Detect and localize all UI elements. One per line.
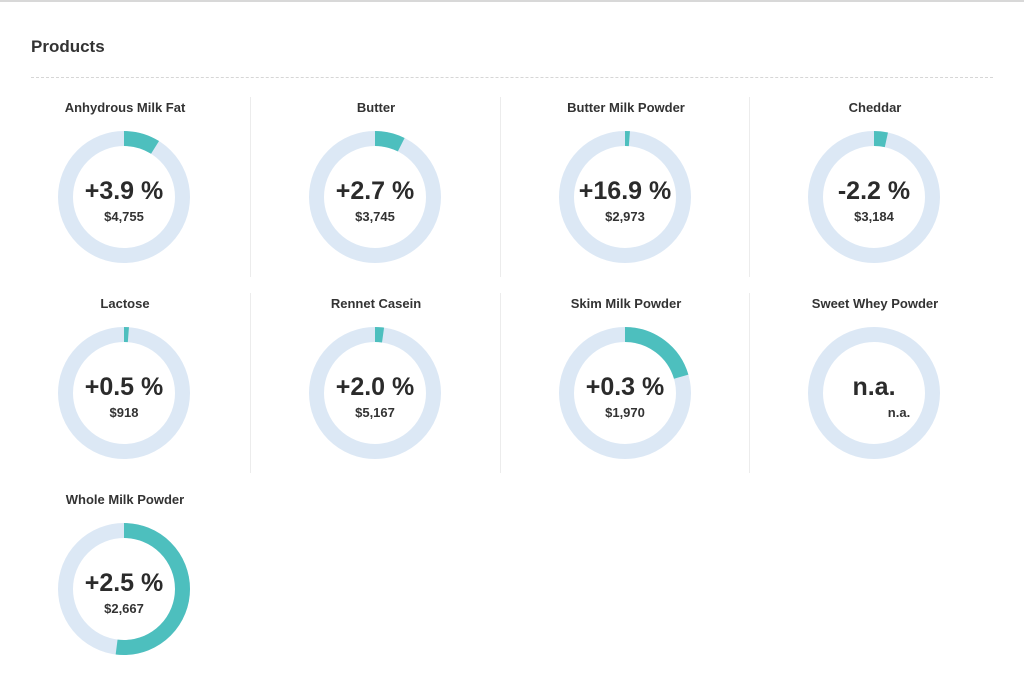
- product-price: $2,973: [605, 209, 645, 224]
- section-title: Products: [31, 37, 105, 56]
- product-donut-chart: +16.9 % $2,973: [559, 131, 691, 263]
- price-change-percent: n.a.: [852, 373, 896, 401]
- product-price: $3,745: [355, 209, 395, 224]
- product-card-whole-milk-powder[interactable]: Whole Milk Powder +2.5 % $2,667: [0, 489, 250, 669]
- top-border: [0, 0, 1024, 2]
- product-price: $4,755: [104, 209, 144, 224]
- product-donut-chart: +2.0 % $5,167: [309, 327, 441, 459]
- product-name: Lactose: [100, 296, 150, 311]
- price-change-percent: +2.0 %: [335, 373, 415, 401]
- section-divider: [31, 77, 993, 78]
- donut-svg: [559, 131, 691, 263]
- product-name: Rennet Casein: [330, 296, 422, 311]
- product-card-butter[interactable]: Butter +2.7 % $3,745: [250, 97, 501, 277]
- price-change-percent: +2.5 %: [84, 569, 164, 597]
- product-donut-chart: +0.5 % $918: [58, 327, 190, 459]
- product-card-anhydrous-milk-fat[interactable]: Anhydrous Milk Fat +3.9 % $4,755: [0, 97, 250, 277]
- product-name: Butter Milk Powder: [567, 100, 685, 115]
- price-change-percent: +3.9 %: [84, 177, 164, 205]
- product-donut-chart: +3.9 % $4,755: [58, 131, 190, 263]
- price-change-percent: -2.2 %: [837, 177, 911, 205]
- product-card-lactose[interactable]: Lactose +0.5 % $918: [0, 293, 250, 473]
- donut-svg: [309, 327, 441, 459]
- donut-fill-arc: [559, 327, 691, 459]
- product-name: Sweet Whey Powder: [811, 296, 939, 311]
- price-change-percent: +16.9 %: [578, 177, 672, 205]
- product-price: n.a.: [887, 405, 911, 420]
- product-name: Cheddar: [848, 100, 902, 115]
- donut-track: [808, 327, 940, 459]
- price-change-percent: +2.7 %: [335, 177, 415, 205]
- donut-fill-arc: [559, 131, 691, 263]
- donut-svg: [58, 131, 190, 263]
- donut-svg: [808, 131, 940, 263]
- product-name: Anhydrous Milk Fat: [64, 100, 186, 115]
- product-donut-chart: +2.5 % $2,667: [58, 523, 190, 655]
- product-card-butter-milk-powder[interactable]: Butter Milk Powder +16.9 % $2,973: [500, 97, 751, 277]
- donut-fill-arc: [58, 131, 190, 263]
- product-price: $3,184: [854, 209, 894, 224]
- donut-fill-arc: [309, 131, 441, 263]
- donut-fill-arc: [58, 327, 190, 459]
- product-card-sweet-whey-powder[interactable]: Sweet Whey Powder n.a. n.a.: [749, 293, 1000, 473]
- price-change-percent: +0.5 %: [84, 373, 164, 401]
- donut-svg: [309, 131, 441, 263]
- product-card-rennet-casein[interactable]: Rennet Casein +2.0 % $5,167: [250, 293, 501, 473]
- product-card-cheddar[interactable]: Cheddar -2.2 % $3,184: [749, 97, 1000, 277]
- product-price: $2,667: [104, 601, 144, 616]
- price-change-percent: +0.3 %: [585, 373, 665, 401]
- donut-svg: [559, 327, 691, 459]
- product-price: $918: [109, 405, 139, 420]
- donut-svg: [58, 523, 190, 655]
- product-price: $5,167: [355, 405, 395, 420]
- donut-fill-arc: [309, 327, 441, 459]
- donut-svg: [58, 327, 190, 459]
- product-donut-chart: +2.7 % $3,745: [309, 131, 441, 263]
- product-name: Whole Milk Powder: [65, 492, 185, 507]
- donut-fill-arc: [58, 523, 190, 655]
- product-price: $1,970: [605, 405, 645, 420]
- product-card-skim-milk-powder[interactable]: Skim Milk Powder +0.3 % $1,970: [500, 293, 751, 473]
- product-donut-chart: -2.2 % $3,184: [808, 131, 940, 263]
- product-donut-chart: n.a. n.a.: [808, 327, 940, 459]
- product-name: Butter: [356, 100, 396, 115]
- donut-fill-arc: [808, 131, 940, 263]
- product-name: Skim Milk Powder: [570, 296, 682, 311]
- donut-svg: [808, 327, 940, 459]
- product-donut-chart: +0.3 % $1,970: [559, 327, 691, 459]
